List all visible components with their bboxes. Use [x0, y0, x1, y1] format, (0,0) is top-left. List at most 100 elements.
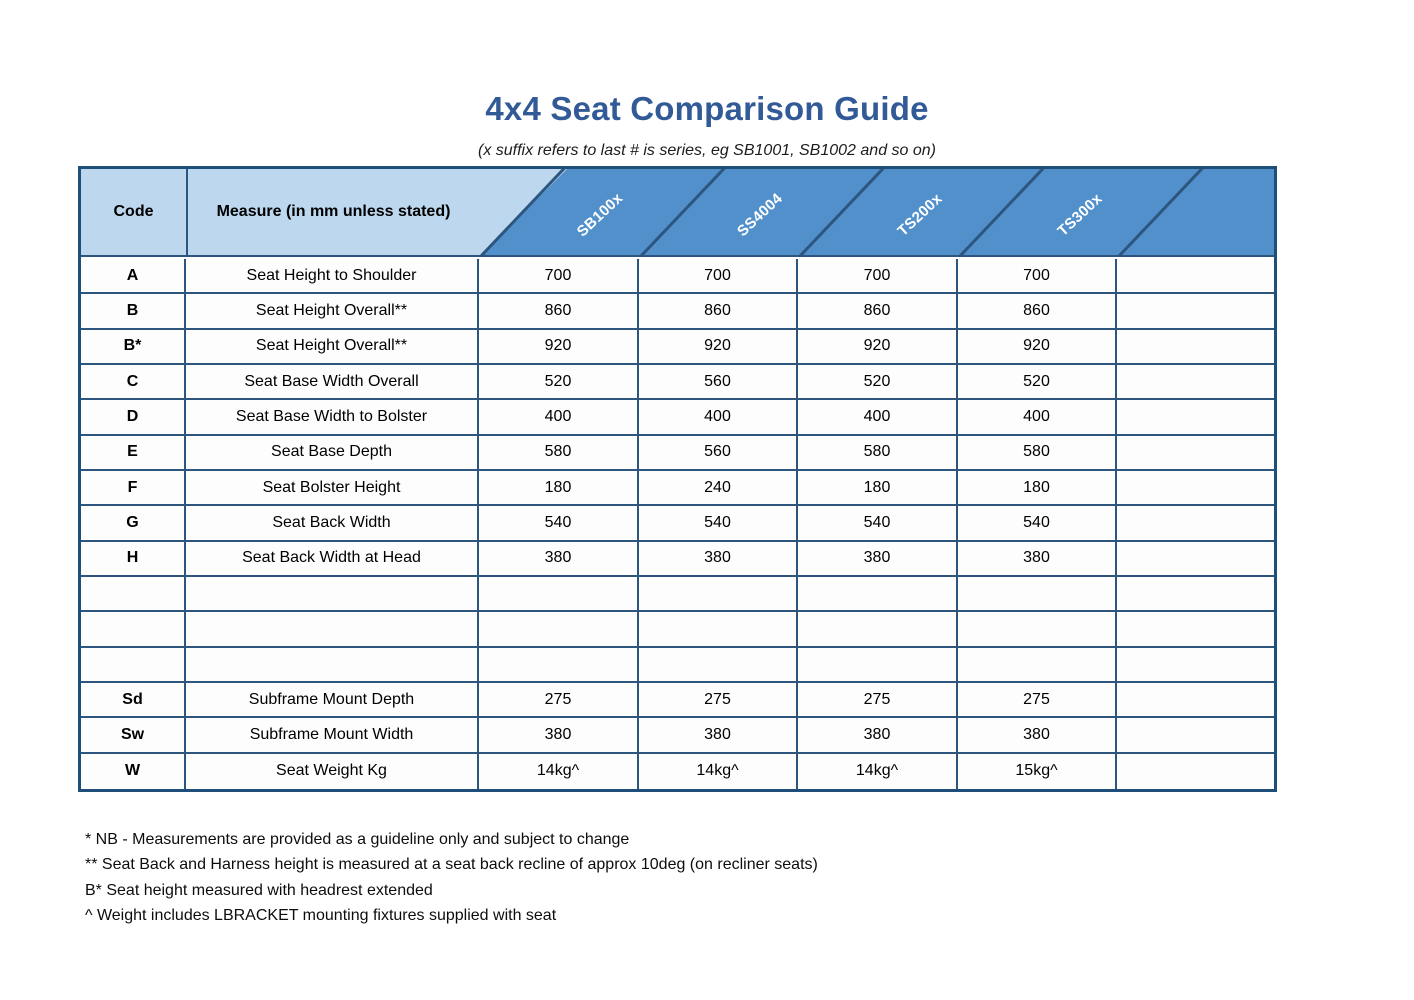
cell-ss4004 [639, 647, 798, 681]
table-row: F Seat Bolster Height 180 240 180 180 [81, 470, 1274, 507]
footnote-line: ^ Weight includes LBRACKET mounting fixt… [85, 907, 557, 925]
cell-code: H [81, 541, 186, 575]
cell-ss4004: 380 [639, 541, 798, 575]
cell-sb100x: 380 [479, 718, 639, 752]
footnote-line: ** Seat Back and Harness height is measu… [85, 856, 818, 874]
cell-code [81, 576, 186, 611]
cell-ts200x [798, 647, 958, 681]
cell-sb100x [479, 612, 639, 646]
cell-measure: Seat Base Depth [186, 435, 479, 469]
cell-measure: Seat Bolster Height [186, 470, 479, 505]
cell-ts300x: 380 [958, 718, 1117, 752]
table-header: Code Measure (in mm unless stated) SB100… [81, 169, 1274, 257]
cell-ss4004: 560 [639, 435, 798, 469]
table-row: B* Seat Height Overall** 920 920 920 920 [81, 329, 1274, 365]
comparison-table: Code Measure (in mm unless stated) SB100… [78, 166, 1277, 792]
cell-extra [1117, 576, 1274, 611]
cell-extra [1117, 753, 1274, 789]
cell-extra [1117, 718, 1274, 752]
cell-ts300x: 180 [958, 470, 1117, 505]
cell-ts300x [958, 576, 1117, 611]
cell-code: Sw [81, 718, 186, 752]
cell-sb100x: 540 [479, 506, 639, 540]
footnote-line: * NB - Measurements are provided as a gu… [85, 831, 630, 848]
cell-sb100x: 14kg^ [479, 753, 639, 789]
cell-extra [1117, 294, 1274, 328]
cell-measure: Subframe Mount Depth [186, 682, 479, 717]
cell-extra [1117, 400, 1274, 434]
cell-sb100x: 860 [479, 294, 639, 328]
cell-ts300x [958, 647, 1117, 681]
cell-ts300x: 380 [958, 541, 1117, 575]
cell-extra [1117, 470, 1274, 505]
cell-extra [1117, 612, 1274, 646]
cell-code: F [81, 470, 186, 505]
cell-ss4004: 240 [639, 470, 798, 505]
cell-measure [186, 647, 479, 681]
cell-ss4004: 860 [639, 294, 798, 328]
header-product-ts300x: TS300x [1054, 190, 1106, 240]
cell-extra [1117, 682, 1274, 717]
cell-code: A [81, 259, 186, 293]
cell-extra [1117, 647, 1274, 681]
cell-ts200x: 700 [798, 259, 958, 293]
cell-ts300x: 700 [958, 259, 1117, 293]
cell-ts200x: 520 [798, 364, 958, 399]
cell-code [81, 612, 186, 646]
cell-ss4004: 560 [639, 364, 798, 399]
cell-measure: Seat Back Width at Head [186, 541, 479, 575]
cell-code: E [81, 435, 186, 469]
header-product-sb100x: SB100x [573, 189, 627, 241]
cell-measure: Seat Back Width [186, 506, 479, 540]
cell-ts200x: 380 [798, 541, 958, 575]
cell-ss4004: 380 [639, 718, 798, 752]
cell-extra [1117, 259, 1274, 293]
cell-ts300x: 920 [958, 329, 1117, 363]
cell-code: C [81, 364, 186, 399]
header-product-ts200x: TS200x [894, 190, 946, 240]
header-diagonal-line [958, 169, 1047, 255]
table-row: E Seat Base Depth 580 560 580 580 [81, 435, 1274, 471]
cell-measure: Seat Base Width Overall [186, 364, 479, 399]
cell-ts200x: 380 [798, 718, 958, 752]
cell-measure [186, 612, 479, 646]
cell-ts300x: 540 [958, 506, 1117, 540]
cell-sb100x: 400 [479, 400, 639, 434]
cell-measure: Seat Height Overall** [186, 294, 479, 328]
cell-extra [1117, 541, 1274, 575]
cell-extra [1117, 329, 1274, 363]
table-row: B Seat Height Overall** 860 860 860 860 [81, 294, 1274, 330]
cell-ts300x: 400 [958, 400, 1117, 434]
cell-ts300x [958, 612, 1117, 646]
cell-code [81, 647, 186, 681]
cell-ss4004 [639, 576, 798, 611]
cell-code: D [81, 400, 186, 434]
table-row: W Seat Weight Kg 14kg^ 14kg^ 14kg^ 15kg^ [81, 753, 1274, 789]
cell-extra [1117, 506, 1274, 540]
page-title: 4x4 Seat Comparison Guide [485, 90, 929, 127]
header-code: Code [113, 203, 154, 220]
cell-ts300x: 275 [958, 682, 1117, 717]
cell-measure: Seat Weight Kg [186, 753, 479, 789]
table-row: Sd Subframe Mount Depth 275 275 275 275 [81, 682, 1274, 719]
cell-measure: Seat Height Overall** [186, 329, 479, 363]
footnotes: * NB - Measurements are provided as a gu… [85, 827, 818, 929]
cell-sb100x [479, 576, 639, 611]
cell-ts300x: 860 [958, 294, 1117, 328]
table-body: A Seat Height to Shoulder 700 700 700 70… [81, 259, 1274, 789]
cell-extra [1117, 364, 1274, 399]
cell-ss4004: 400 [639, 400, 798, 434]
table-row: C Seat Base Width Overall 520 560 520 52… [81, 364, 1274, 401]
cell-ss4004: 540 [639, 506, 798, 540]
cell-ss4004: 700 [639, 259, 798, 293]
cell-code: W [81, 753, 186, 789]
header-measure: Measure (in mm unless stated) [216, 203, 451, 220]
cell-measure: Seat Height to Shoulder [186, 259, 479, 293]
cell-ss4004: 920 [639, 329, 798, 363]
cell-ts300x: 15kg^ [958, 753, 1117, 789]
header-diagonal-line [798, 169, 887, 255]
cell-ts200x: 400 [798, 400, 958, 434]
header-diagonal-line [639, 169, 728, 255]
table-row: A Seat Height to Shoulder 700 700 700 70… [81, 259, 1274, 295]
